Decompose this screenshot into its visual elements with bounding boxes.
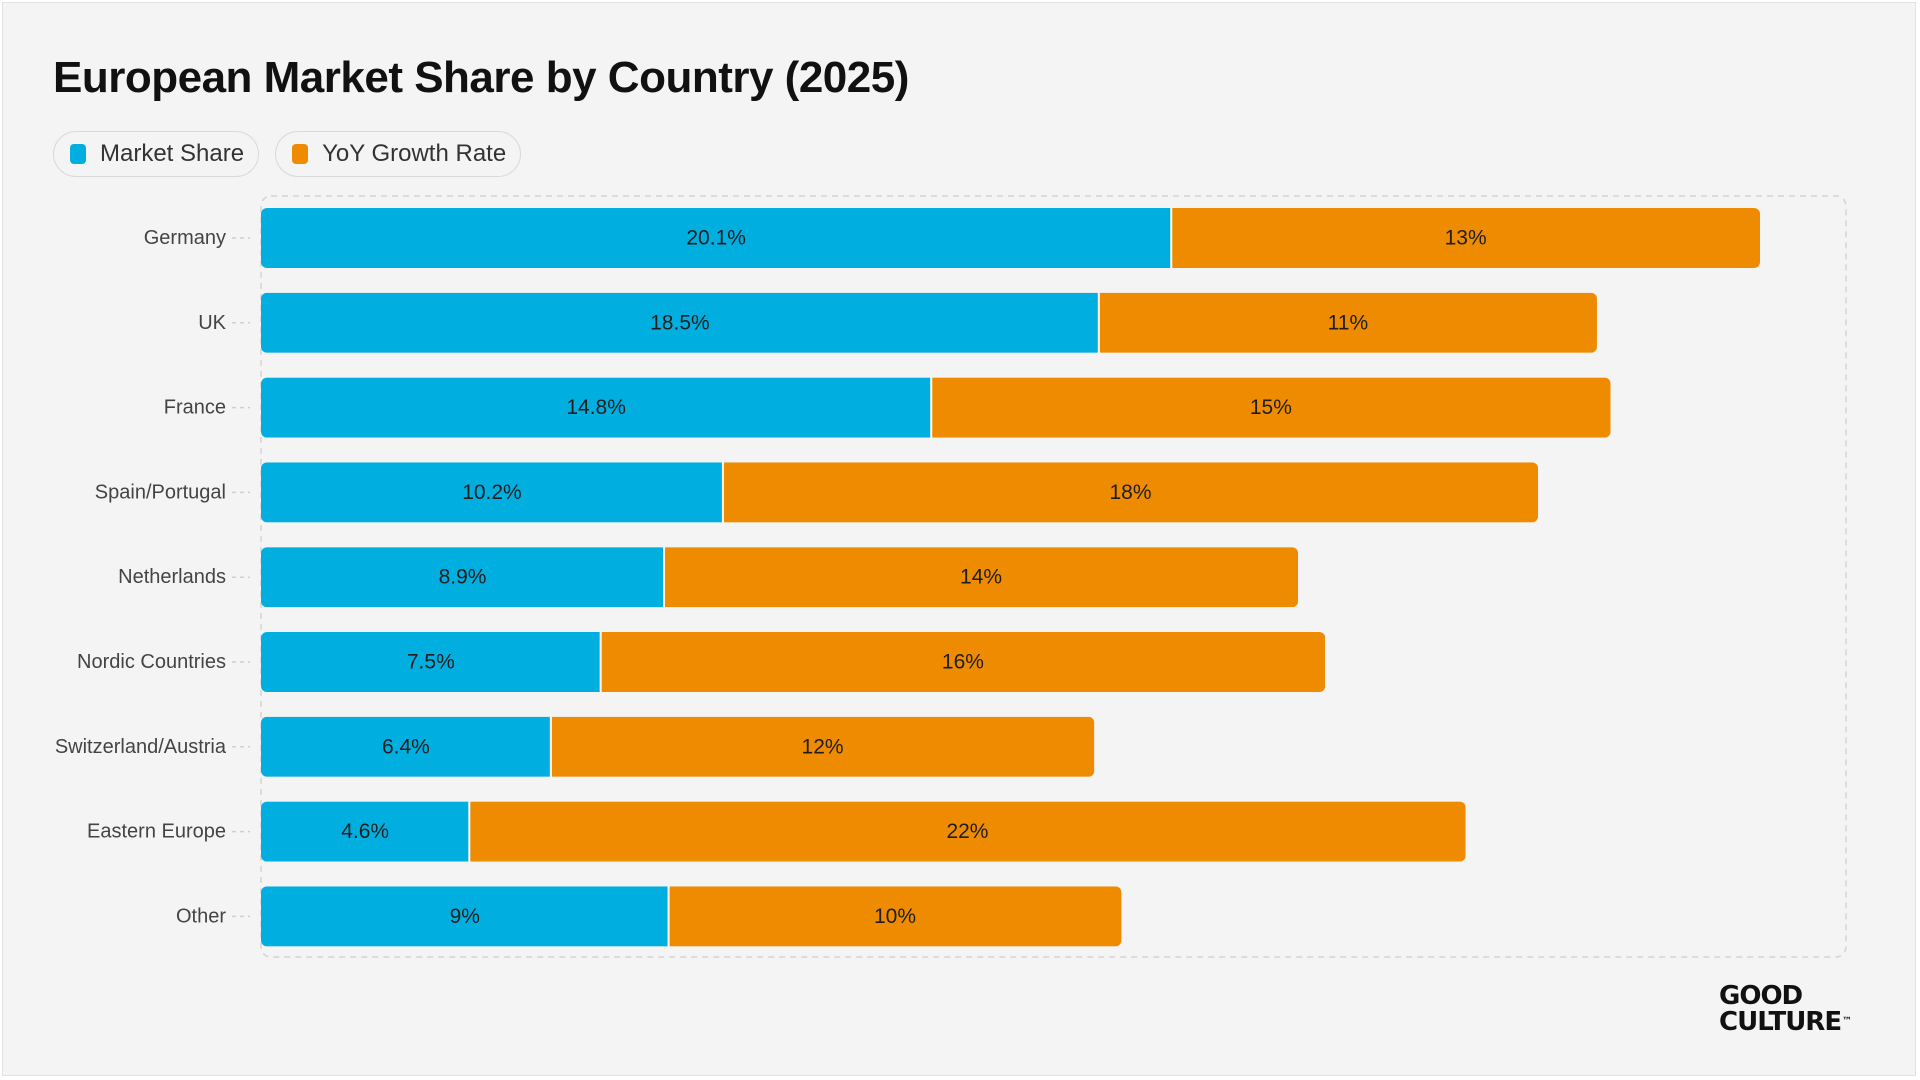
y-tick-label: Eastern Europe <box>87 821 226 843</box>
bar-market-share <box>261 462 723 523</box>
data-label-growth-rate: 13% <box>1445 227 1487 250</box>
y-tick-label: Germany <box>144 227 226 249</box>
data-label-market-share: 10.2% <box>462 481 522 504</box>
bar-market-share <box>261 377 932 438</box>
bar-market-share <box>261 547 665 608</box>
brand-logo: GOOD CULTURE™ <box>1719 981 1852 1037</box>
bar-growth-rate <box>600 632 1326 692</box>
bar-growth-rate <box>550 716 1095 777</box>
bar-market-share <box>261 208 1172 268</box>
bar-market-share <box>261 632 601 692</box>
data-label-market-share: 6.4% <box>382 735 430 758</box>
data-label-market-share: 7.5% <box>407 651 455 674</box>
chart-title: European Market Share by Country (2025) <box>53 53 909 102</box>
data-label-growth-rate: 10% <box>874 905 916 928</box>
bar-growth-rate <box>1171 208 1760 268</box>
brand-line-2: CULTURE <box>1719 1007 1842 1037</box>
y-tick-label: Spain/Portugal <box>95 481 226 503</box>
brand-line-1: GOOD <box>1719 981 1803 1011</box>
bar-market-share <box>261 886 669 947</box>
legend-label-growth: YoY Growth Rate <box>322 140 507 167</box>
data-label-market-share: 8.9% <box>439 566 487 589</box>
growth-swatch <box>292 144 309 164</box>
plot-area-border <box>260 195 1847 958</box>
bar-market-share <box>261 716 551 777</box>
legend-item-growth[interactable]: YoY Growth Rate <box>275 131 522 177</box>
data-label-market-share: 4.6% <box>341 820 389 843</box>
data-label-growth-rate: 12% <box>802 735 844 758</box>
data-label-market-share: 20.1% <box>686 227 746 250</box>
data-label-growth-rate: 18% <box>1109 481 1151 504</box>
bar-growth-rate <box>1098 292 1597 353</box>
bar-growth-rate <box>469 801 1466 862</box>
y-tick-label: Other <box>176 905 226 927</box>
bar-growth-rate <box>931 377 1611 438</box>
data-label-growth-rate: 22% <box>946 820 988 843</box>
data-label-growth-rate: 16% <box>942 651 984 674</box>
bar-growth-rate <box>722 462 1539 523</box>
y-tick-label: Switzerland/Austria <box>55 736 227 758</box>
data-label-market-share: 9% <box>450 905 480 928</box>
bar-growth-rate <box>664 547 1299 608</box>
legend-label-market-share: Market Share <box>100 140 245 167</box>
data-label-market-share: 18.5% <box>650 311 710 334</box>
data-label-growth-rate: 11% <box>1328 311 1368 334</box>
legend-item-market-share[interactable]: Market Share <box>53 131 260 177</box>
bar-market-share <box>261 292 1099 353</box>
market-share-swatch <box>70 144 86 164</box>
chart-legend: Market Share YoY Growth Rate <box>53 131 522 177</box>
y-tick-label: Netherlands <box>118 566 226 588</box>
data-label-market-share: 14.8% <box>566 396 626 419</box>
bar-market-share <box>261 801 470 862</box>
y-tick-label: France <box>164 397 226 419</box>
y-tick-label: Nordic Countries <box>77 651 226 673</box>
bar-growth-rate <box>668 886 1122 947</box>
data-label-growth-rate: 15% <box>1250 396 1292 419</box>
y-tick-label: UK <box>198 312 226 334</box>
data-label-growth-rate: 14% <box>960 566 1002 589</box>
brand-trademark: ™ <box>1842 1016 1852 1027</box>
